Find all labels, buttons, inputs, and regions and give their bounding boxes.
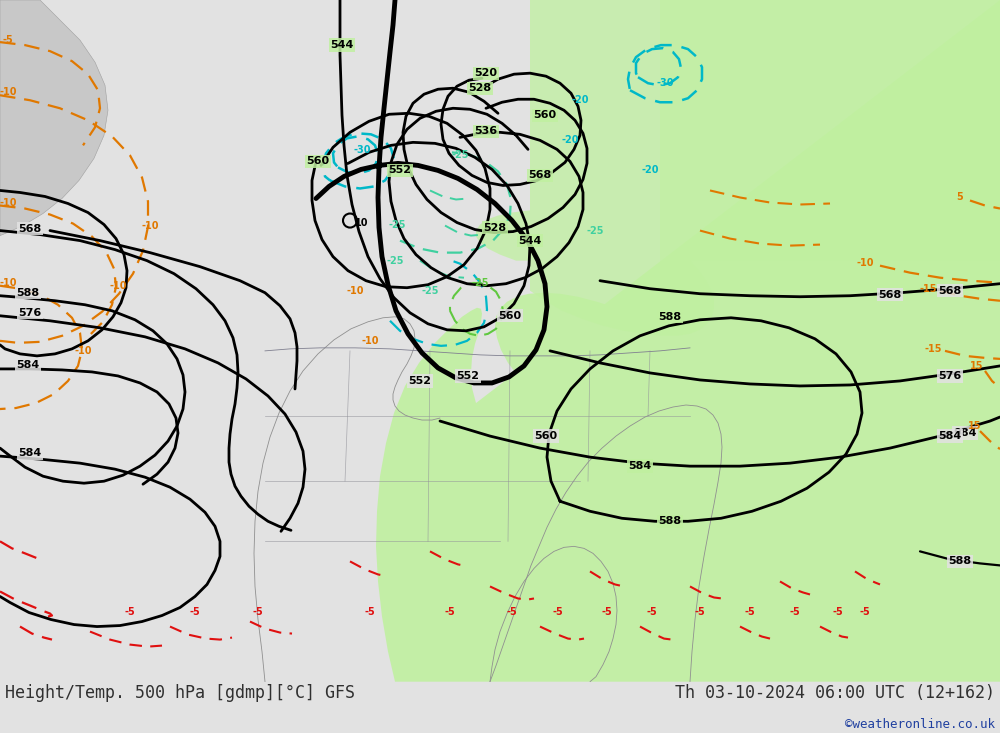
Polygon shape	[476, 0, 1000, 336]
Text: -25: -25	[586, 226, 604, 235]
Text: 536: 536	[474, 126, 498, 136]
Text: -5: -5	[507, 606, 517, 616]
Text: -10: -10	[0, 278, 17, 287]
Text: 544: 544	[330, 40, 354, 50]
Text: -10: -10	[141, 221, 159, 231]
Text: -5: -5	[445, 606, 455, 616]
Text: Height/Temp. 500 hPa [gdmp][°C] GFS: Height/Temp. 500 hPa [gdmp][°C] GFS	[5, 684, 355, 701]
Text: -25: -25	[421, 286, 439, 295]
Text: -5: -5	[602, 606, 612, 616]
Text: ©weatheronline.co.uk: ©weatheronline.co.uk	[845, 718, 995, 731]
Text: -15: -15	[924, 344, 942, 354]
Text: 588: 588	[658, 516, 682, 526]
Text: -25: -25	[451, 150, 469, 161]
Text: -20: -20	[641, 166, 659, 175]
Text: -5: -5	[3, 35, 13, 45]
Text: -5: -5	[253, 606, 263, 616]
Text: -10: -10	[346, 286, 364, 295]
Text: -15: -15	[919, 284, 937, 294]
Text: 568: 568	[528, 171, 552, 180]
Polygon shape	[0, 0, 108, 235]
Text: 560: 560	[534, 431, 558, 441]
Text: -10: -10	[0, 87, 17, 97]
Text: -5: -5	[695, 606, 705, 616]
Text: -20: -20	[561, 136, 579, 145]
Text: 588: 588	[948, 556, 972, 567]
Text: 560: 560	[306, 156, 330, 166]
Text: 568: 568	[878, 290, 902, 300]
Text: 544: 544	[518, 235, 542, 246]
Text: -20: -20	[571, 95, 589, 106]
Text: -10: -10	[0, 197, 17, 207]
Text: -5: -5	[553, 606, 563, 616]
Text: 576: 576	[938, 371, 962, 381]
Text: 520: 520	[475, 68, 498, 78]
Text: Th 03-10-2024 06:00 UTC (12+162): Th 03-10-2024 06:00 UTC (12+162)	[675, 684, 995, 701]
Text: -5: -5	[745, 606, 755, 616]
Text: -5: -5	[190, 606, 200, 616]
Text: 560: 560	[533, 110, 557, 120]
Text: 528: 528	[468, 84, 492, 93]
Text: -25: -25	[386, 256, 404, 265]
Text: -5: -5	[860, 606, 870, 616]
Text: -5: -5	[647, 606, 657, 616]
Text: 584: 584	[18, 448, 42, 458]
Text: -10: -10	[361, 336, 379, 346]
Polygon shape	[660, 0, 1000, 291]
Text: 15: 15	[970, 361, 984, 371]
Text: 568: 568	[938, 286, 962, 295]
Text: -5: -5	[125, 606, 135, 616]
Text: 568: 568	[18, 224, 42, 234]
Text: -5: -5	[365, 606, 375, 616]
Text: -5: -5	[790, 606, 800, 616]
Text: 552: 552	[388, 166, 412, 175]
Text: 5: 5	[957, 193, 963, 202]
Text: -10: -10	[109, 281, 127, 291]
Text: 984: 984	[953, 428, 977, 438]
Text: 552: 552	[409, 376, 432, 386]
Text: -25: -25	[388, 220, 406, 229]
Text: 10: 10	[355, 218, 369, 227]
Text: 588: 588	[16, 288, 40, 298]
Text: 528: 528	[483, 223, 507, 232]
Polygon shape	[376, 0, 1000, 682]
Text: 588: 588	[658, 312, 682, 322]
Text: 560: 560	[498, 311, 522, 321]
Text: -10: -10	[74, 346, 92, 356]
Text: 552: 552	[456, 371, 480, 381]
Text: -10: -10	[856, 258, 874, 268]
Text: -5: -5	[833, 606, 843, 616]
Text: 15: 15	[968, 421, 982, 431]
Text: 584: 584	[938, 431, 962, 441]
Text: 584: 584	[16, 360, 40, 370]
Text: -25: -25	[471, 278, 489, 287]
Text: 576: 576	[18, 308, 42, 318]
Text: -30: -30	[656, 78, 674, 88]
Text: -30: -30	[353, 145, 371, 155]
Text: 584: 584	[628, 461, 652, 471]
